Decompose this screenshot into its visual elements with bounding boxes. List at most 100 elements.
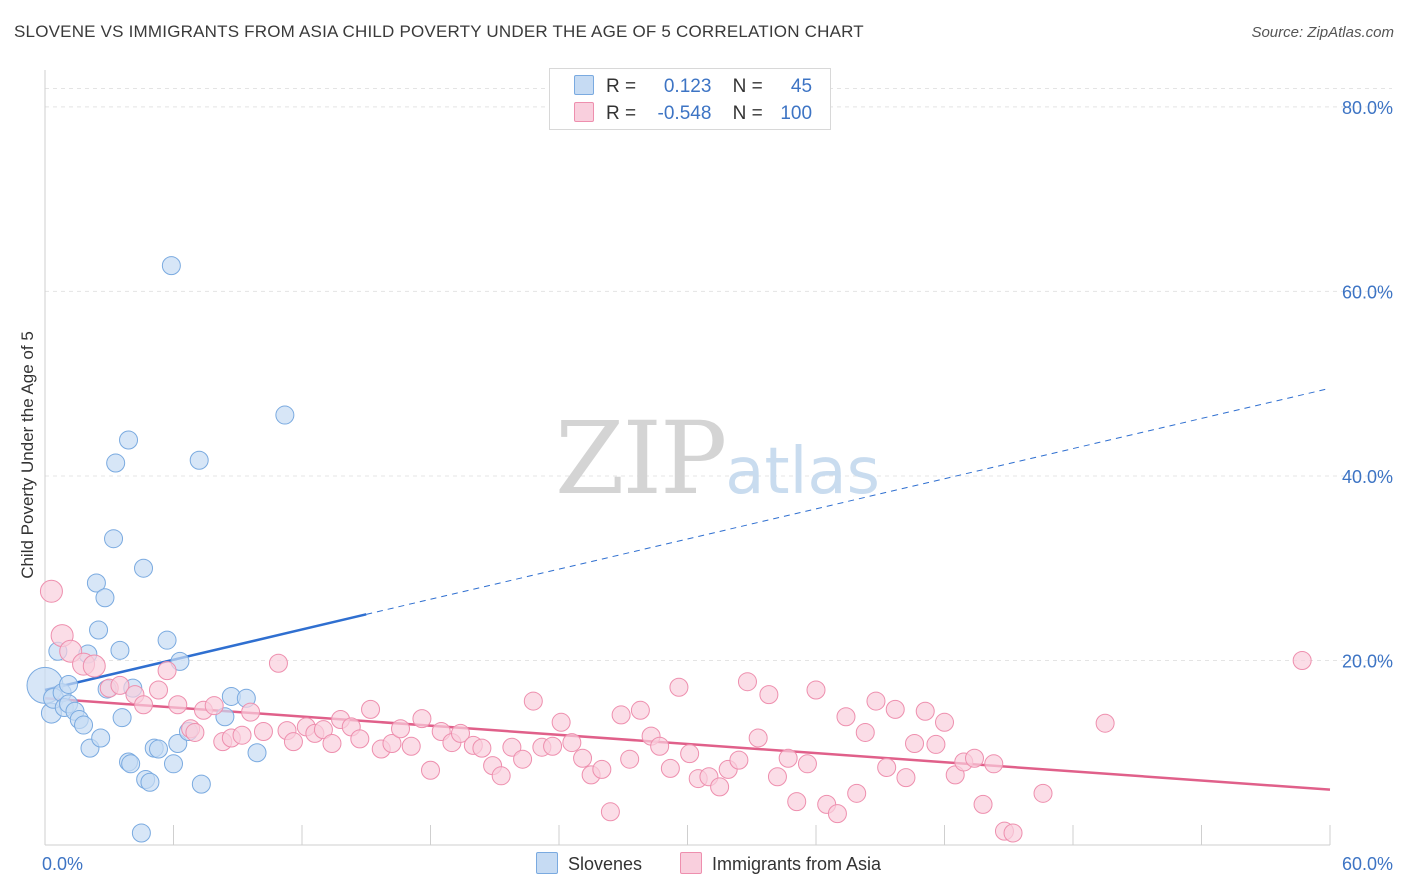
data-points (26, 256, 1312, 843)
point-immigrants-asia (450, 723, 470, 743)
legend-n-value: 100 (780, 103, 813, 124)
point-immigrants-asia (253, 722, 273, 742)
point-slovenes (189, 450, 209, 470)
point-slovenes (74, 715, 94, 735)
point-immigrants-asia (847, 783, 867, 803)
point-immigrants-asia (412, 709, 432, 729)
point-slovenes (86, 573, 106, 593)
x-tick-label: 60.0% (1342, 854, 1393, 874)
stats-legend: R = 0.123 N = 45 R = -0.548 N = 100 (549, 68, 831, 130)
point-immigrants-asia (513, 749, 533, 769)
point-immigrants-asia (562, 733, 582, 753)
point-immigrants-asia (767, 767, 787, 787)
point-immigrants-asia (39, 579, 63, 603)
legend-r-label: R = (606, 76, 637, 97)
point-immigrants-asia (1095, 713, 1115, 733)
point-immigrants-asia (729, 750, 749, 770)
point-immigrants-asia (896, 768, 916, 788)
point-immigrants-asia (973, 794, 993, 814)
point-slovenes (168, 734, 188, 754)
point-immigrants-asia (915, 701, 935, 721)
point-immigrants-asia (620, 749, 640, 769)
point-slovenes (131, 823, 151, 843)
point-immigrants-asia (204, 696, 224, 716)
point-immigrants-asia (361, 699, 381, 719)
point-slovenes (134, 558, 154, 578)
bottom-legend-swatch-slovenes (536, 852, 558, 874)
point-immigrants-asia (737, 672, 757, 692)
y-tick-label: 60.0% (1342, 282, 1393, 302)
watermark-zip: ZIP (555, 400, 727, 517)
point-slovenes (110, 640, 130, 660)
point-immigrants-asia (391, 719, 411, 739)
y-axis-label: Child Poverty Under the Age of 5 (18, 331, 37, 579)
source-credit: Source: ZipAtlas.com (1251, 24, 1394, 41)
point-immigrants-asia (382, 734, 402, 754)
point-immigrants-asia (964, 748, 984, 768)
point-immigrants-asia (401, 736, 421, 756)
point-immigrants-asia (322, 734, 342, 754)
legend-swatch-slovenes (574, 75, 594, 95)
point-immigrants-asia (283, 732, 303, 752)
point-slovenes (106, 453, 126, 473)
legend-row-immigrants-asia: R = -0.548 N = 100 (574, 102, 812, 126)
point-slovenes (104, 529, 124, 549)
point-immigrants-asia (759, 685, 779, 705)
point-immigrants-asia (241, 702, 261, 722)
point-immigrants-asia (421, 760, 440, 780)
y-tick-label: 80.0% (1342, 98, 1393, 118)
point-slovenes (157, 630, 177, 650)
point-slovenes (275, 405, 295, 425)
point-slovenes (121, 754, 141, 774)
tick-labels: 20.0% 40.0% 60.0% 80.0% 0.0% 60.0% (42, 98, 1393, 874)
point-immigrants-asia (669, 677, 689, 697)
point-immigrants-asia (885, 699, 905, 719)
legend-r-value: 0.123 (663, 76, 712, 97)
point-immigrants-asia (149, 680, 169, 700)
x-tick-label: 0.0% (42, 854, 83, 874)
point-immigrants-asia (268, 653, 288, 673)
point-slovenes (140, 772, 160, 792)
point-immigrants-asia (935, 712, 954, 732)
point-immigrants-asia (232, 725, 252, 745)
point-immigrants-asia (543, 736, 563, 756)
point-slovenes (119, 430, 139, 450)
point-immigrants-asia (611, 705, 631, 725)
legend-r-value: -0.548 (657, 103, 712, 124)
point-immigrants-asia (630, 700, 650, 720)
point-immigrants-asia (1033, 783, 1053, 803)
y-tick-label: 40.0% (1342, 467, 1393, 487)
point-immigrants-asia (110, 675, 130, 695)
point-immigrants-asia (491, 766, 511, 786)
point-immigrants-asia (680, 744, 700, 764)
point-immigrants-asia (157, 661, 177, 681)
point-immigrants-asia (748, 728, 768, 748)
point-immigrants-asia (573, 748, 593, 768)
watermark-atlas: atlas (725, 435, 880, 509)
legend-row-slovenes: R = 0.123 N = 45 (574, 75, 812, 99)
point-immigrants-asia (592, 759, 612, 779)
point-slovenes (191, 774, 211, 794)
point-immigrants-asia (827, 804, 847, 824)
point-slovenes (95, 588, 115, 608)
point-immigrants-asia (926, 734, 946, 754)
point-immigrants-asia (502, 737, 522, 757)
point-immigrants-asia (984, 754, 1004, 774)
point-slovenes (164, 754, 183, 774)
point-immigrants-asia (168, 695, 188, 715)
point-immigrants-asia (350, 729, 370, 749)
point-immigrants-asia (1292, 650, 1312, 670)
legend-swatch-immigrants-asia (574, 102, 594, 122)
point-slovenes (59, 674, 79, 694)
point-slovenes (89, 620, 109, 640)
point-slovenes (161, 256, 181, 276)
point-immigrants-asia (877, 758, 897, 777)
point-immigrants-asia (185, 722, 205, 742)
point-immigrants-asia (134, 695, 154, 715)
point-slovenes (112, 708, 132, 728)
point-immigrants-asia (797, 754, 817, 774)
point-immigrants-asia (472, 738, 492, 758)
point-immigrants-asia (836, 707, 856, 727)
bottom-legend-label-slovenes: Slovenes (568, 854, 643, 874)
